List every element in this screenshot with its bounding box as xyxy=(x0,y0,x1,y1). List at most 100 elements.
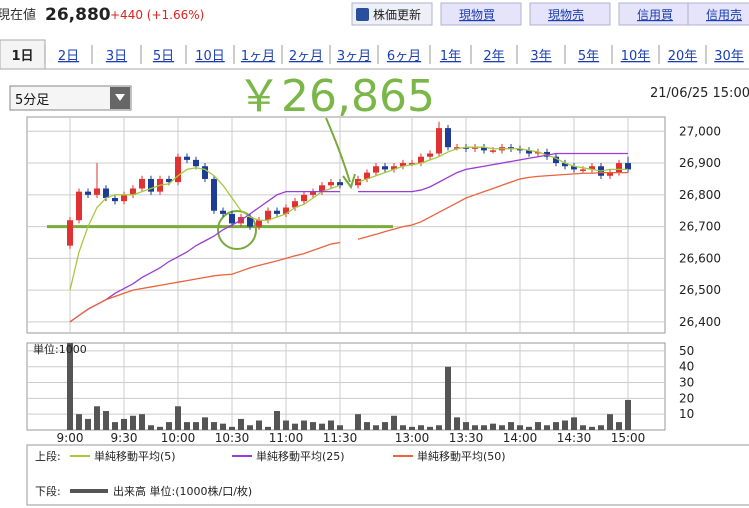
period-tab[interactable]: 20年 xyxy=(658,45,698,64)
tab-label: 1ヶ月 xyxy=(241,49,275,64)
volume-bar xyxy=(445,366,451,430)
button-bg xyxy=(687,2,749,26)
y-tick-label: 50 xyxy=(679,344,694,358)
candle-body xyxy=(319,185,325,192)
x-tick-label: 13:30 xyxy=(449,431,484,445)
candle-body xyxy=(418,156,424,164)
candle-body xyxy=(400,163,406,167)
candle-body xyxy=(283,207,289,214)
candle-body xyxy=(193,159,199,167)
price-change: +440 (+1.66%) xyxy=(110,8,204,22)
tab-label: 3ヶ月 xyxy=(337,49,371,64)
interval-dropdown[interactable]: 5分足 xyxy=(9,85,132,111)
button-label: 信用売 xyxy=(706,7,742,22)
candle-body xyxy=(175,156,181,183)
candle-body xyxy=(427,153,433,157)
volume-bar xyxy=(94,406,100,430)
volume-bar xyxy=(247,425,253,430)
period-tab[interactable]: 6ヶ月 xyxy=(377,45,421,64)
volume-bar xyxy=(103,411,109,430)
tab-label: 3年 xyxy=(530,49,551,64)
volume-bar xyxy=(193,422,199,430)
volume-bar xyxy=(355,414,361,430)
candle-body xyxy=(553,156,559,164)
annotation-arrow xyxy=(325,117,351,183)
period-tab[interactable]: 2ヶ月 xyxy=(281,45,323,64)
period-tab[interactable]: 10日 xyxy=(185,45,225,64)
tab-label: 20年 xyxy=(668,49,698,64)
period-tab[interactable]: 3日 xyxy=(91,45,127,64)
period-tab[interactable]: 2年 xyxy=(470,45,505,64)
button-label: 現物売 xyxy=(548,7,584,22)
button-label: 信用買 xyxy=(637,8,673,22)
legend-label: 単純移動平均(50) xyxy=(417,449,506,463)
volume-bar xyxy=(238,418,244,430)
volume-bar xyxy=(517,425,523,430)
y-tick-label: 26,600 xyxy=(679,251,721,265)
candle-body xyxy=(265,210,271,221)
period-tab[interactable]: 10年 xyxy=(611,45,650,64)
volume-bar xyxy=(337,425,343,430)
tab-label: 5日 xyxy=(153,49,174,64)
volume-bar xyxy=(382,422,388,430)
plot-frame xyxy=(26,116,666,334)
dropdown-label: 5分足 xyxy=(15,93,49,108)
refresh-icon xyxy=(356,8,369,21)
candle-body xyxy=(508,147,514,149)
candle-body xyxy=(301,194,307,202)
candle-body xyxy=(76,191,82,221)
x-tick-label: 11:00 xyxy=(269,431,304,445)
candle-body xyxy=(292,201,298,208)
candle-body xyxy=(490,150,496,152)
candle-body xyxy=(274,210,280,214)
period-tab[interactable]: 5日 xyxy=(140,45,174,64)
period-tab[interactable]: 30年 xyxy=(705,45,744,64)
volume-bar xyxy=(526,426,532,430)
volume-bar xyxy=(463,422,469,430)
period-tab[interactable]: 1日 xyxy=(0,39,46,70)
y-tick-label: 20 xyxy=(679,391,694,405)
tab-label: 30年 xyxy=(714,49,744,64)
tab-selected xyxy=(0,39,46,70)
volume-bar xyxy=(211,422,217,430)
header-button[interactable]: 現物買 xyxy=(440,2,522,26)
dropdown-arrow xyxy=(115,94,125,101)
button-bg xyxy=(351,2,433,26)
header-button[interactable]: 信用売 xyxy=(687,2,749,26)
plot-frame xyxy=(26,342,666,431)
volume-bar xyxy=(571,417,577,430)
legend-label: 単純移動平均(5) xyxy=(94,449,176,463)
button-bg xyxy=(440,2,522,26)
volume-bar xyxy=(301,420,307,430)
annotation-arrowhead xyxy=(342,173,356,190)
candle-body xyxy=(220,210,226,214)
tab-label: 2ヶ月 xyxy=(289,49,323,64)
candle-body xyxy=(535,151,541,154)
period-tab[interactable]: 1ヶ月 xyxy=(233,45,275,64)
annotation-circle xyxy=(217,210,257,250)
volume-bar xyxy=(508,422,514,430)
volume-bar xyxy=(364,422,370,430)
y-tick-label: 40 xyxy=(679,360,694,374)
header-button[interactable]: 株価更新 xyxy=(351,2,433,26)
candle-body xyxy=(211,178,217,211)
candle-body xyxy=(625,163,631,170)
candle-body xyxy=(247,217,253,227)
y-tick-label: 26,800 xyxy=(679,188,721,202)
header-button[interactable]: 信用買 xyxy=(618,2,700,26)
candle-body xyxy=(85,191,91,195)
period-tab[interactable]: 2日 xyxy=(44,45,79,64)
volume-bar xyxy=(553,422,559,430)
period-tab[interactable]: 3ヶ月 xyxy=(329,45,371,64)
header-button[interactable]: 現物売 xyxy=(529,2,611,26)
legend-label: 単純移動平均(25) xyxy=(256,449,345,463)
candle-body xyxy=(130,188,136,195)
period-tab[interactable]: 5年 xyxy=(564,45,599,64)
candle-body xyxy=(310,191,316,195)
period-tab[interactable]: 1年 xyxy=(429,45,461,64)
candle-body xyxy=(391,166,397,170)
volume-bar xyxy=(481,425,487,430)
period-tab[interactable]: 3年 xyxy=(516,45,552,64)
